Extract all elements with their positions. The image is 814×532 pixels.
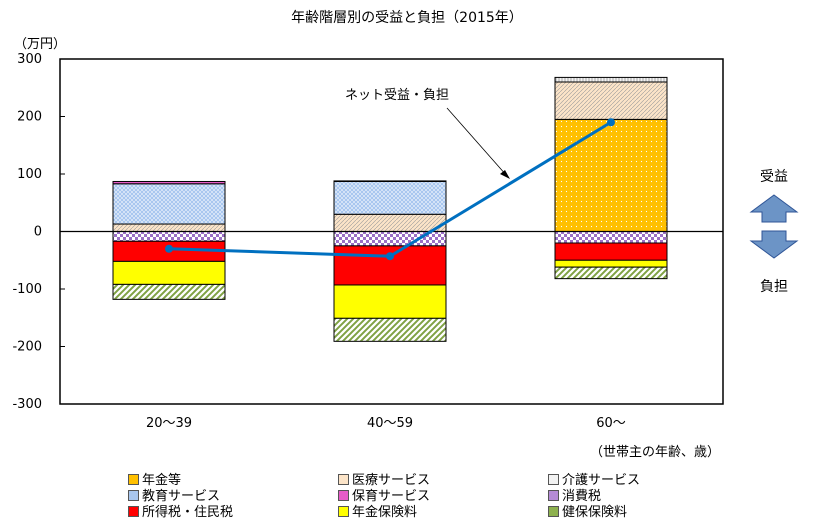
bar-segment [333, 213, 447, 232]
bar-segment [554, 76, 668, 83]
legend-item: 健保保険料 [548, 505, 627, 520]
x-tick-label: 60～ [596, 416, 626, 431]
bar-segment [112, 231, 226, 242]
net-line-point [165, 244, 173, 253]
net-line-annotation: ネット受益・負担 [345, 88, 449, 103]
legend-label: 医療サービス [352, 473, 431, 488]
legend-item: 所得税・住民税 [128, 505, 233, 520]
legend-label: 健保保険料 [562, 505, 628, 520]
legend-label: 消費税 [562, 489, 602, 504]
y-tick-label: -300 [12, 397, 42, 412]
legend-item: 教育サービス [128, 489, 220, 504]
legend-swatch [338, 506, 349, 517]
legend-label: 年金等 [142, 473, 182, 488]
legend-swatch [338, 490, 349, 501]
bar-segment [333, 180, 447, 215]
legend-item: 医療サービス [338, 473, 430, 488]
y-tick-label: 100 [17, 167, 42, 182]
legend-label: 介護サービス [562, 473, 641, 488]
net-line-point [386, 252, 394, 261]
benefit-label: 受益 [760, 169, 788, 185]
chart-title: 年齢階層別の受益と負担（2015年） [291, 10, 523, 26]
bar-segment [112, 223, 226, 232]
y-tick-label: -200 [12, 340, 42, 355]
bar-segment [112, 180, 226, 185]
bar-stack-3 [554, 76, 668, 280]
legend-label: 年金保険料 [352, 505, 418, 520]
legend-swatch [338, 474, 349, 485]
legend-item: 介護サービス [548, 473, 640, 488]
x-axis-label: （世帯主の年齢、歳） [590, 445, 720, 460]
y-tick-label: 0 [34, 225, 42, 240]
legend-label: 教育サービス [142, 489, 221, 504]
bar-segment [554, 81, 668, 120]
bar-segment [554, 242, 668, 261]
annotation-arrow [446, 107, 508, 177]
bar-segment [112, 260, 226, 285]
annotation-arrowhead [500, 170, 510, 179]
legend-swatch [548, 474, 559, 485]
bar-stack-2 [333, 180, 447, 342]
legend-item: 年金保険料 [338, 505, 417, 520]
bar-segment [554, 266, 668, 280]
burden-arrow-icon [749, 230, 799, 259]
bar-segment [112, 183, 226, 225]
x-tick-label: 40～59 [367, 416, 413, 431]
y-tick-label: 300 [17, 52, 42, 67]
benefit-arrow-icon [749, 194, 799, 223]
legend-item: 消費税 [548, 489, 601, 504]
legend-swatch [128, 474, 139, 485]
y-tick-label: 200 [17, 110, 42, 125]
burden-label: 負担 [760, 279, 788, 295]
bar-segment [333, 245, 447, 286]
bar-segment [112, 283, 226, 300]
legend-item: 年金等 [128, 473, 181, 488]
bar-stack-1 [112, 180, 226, 300]
legend-swatch [548, 506, 559, 517]
legend-swatch [548, 490, 559, 501]
bar-segment [333, 317, 447, 342]
legend-swatch [128, 506, 139, 517]
legend-label: 保育サービス [352, 489, 431, 504]
legend-swatch [128, 490, 139, 501]
bar-segment [554, 231, 668, 244]
bar-segment [333, 284, 447, 319]
bar-segment [554, 259, 668, 268]
y-tick-label: -100 [12, 282, 42, 297]
legend-label: 所得税・住民税 [142, 505, 234, 520]
net-line-point [607, 118, 615, 127]
y-axis-label: （万円） [14, 37, 66, 52]
legend-item: 保育サービス [338, 489, 430, 504]
bar-segment [333, 180, 447, 182]
x-tick-label: 20～39 [146, 416, 192, 431]
bar-segment [554, 118, 668, 232]
